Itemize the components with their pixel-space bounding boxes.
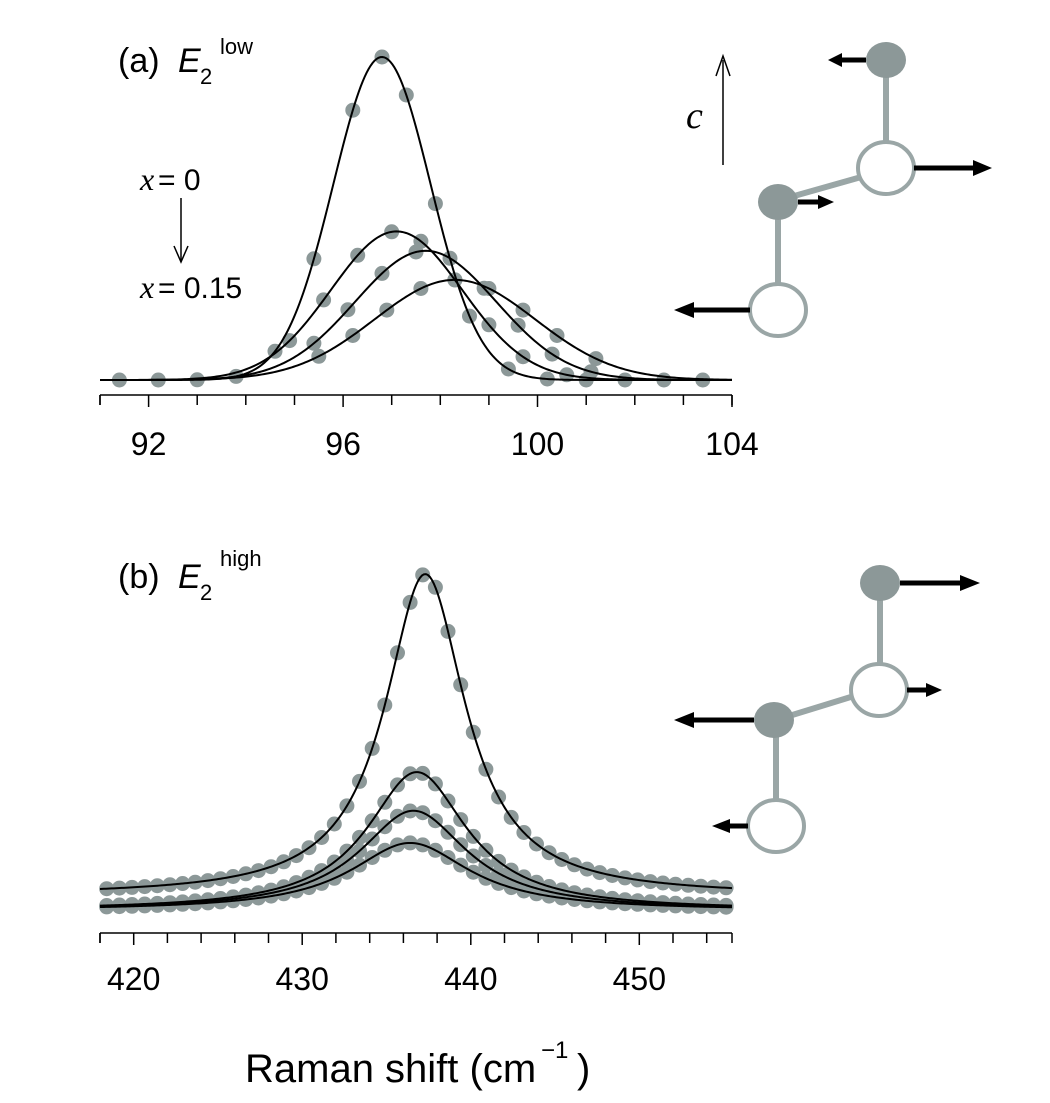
fit-curve-series-1 bbox=[100, 56, 732, 381]
panel-a-data-points bbox=[111, 49, 711, 388]
panel-b-x-axis: 420 430 440 450 bbox=[99, 932, 733, 997]
c-axis-arrowhead bbox=[715, 53, 731, 77]
x-tick-label: 420 bbox=[107, 961, 160, 997]
fit-curve-series-2 bbox=[100, 230, 732, 381]
x-tick-label: 430 bbox=[276, 961, 329, 997]
x-axis-title-close: ) bbox=[577, 1047, 590, 1091]
x-tick-label: 96 bbox=[325, 426, 361, 462]
panel-b-subscript: 2 bbox=[200, 580, 212, 605]
x-tick-label: 450 bbox=[613, 961, 666, 997]
fit-curve-series-1 bbox=[99, 573, 733, 890]
filled-atom bbox=[754, 702, 794, 738]
panel-a-annotation: x = 0 x = 0.15 bbox=[139, 161, 242, 305]
open-atom bbox=[746, 798, 806, 854]
panel-a-chart: (a) E 2 low x = 0 x = 0.15 92 96 100 104 bbox=[99, 34, 759, 462]
panel-a-fit-curves bbox=[100, 56, 733, 381]
filled-atom bbox=[866, 42, 906, 78]
panel-b-title: (b) E 2 high bbox=[118, 546, 262, 605]
panel-a-subscript: 2 bbox=[200, 64, 212, 89]
x-axis-title-main: Raman shift (cm bbox=[245, 1047, 536, 1091]
x-axis-title-exponent: −1 bbox=[541, 1037, 568, 1064]
panel-a-x-axis: 92 96 100 104 bbox=[99, 394, 759, 462]
panel-a-label: (a) bbox=[118, 42, 160, 80]
fit-curve-series-2 bbox=[99, 771, 733, 907]
annotation-top-var: x bbox=[139, 161, 154, 197]
displacement-arrowhead bbox=[828, 53, 842, 67]
displacement-arrowhead bbox=[674, 712, 694, 728]
panel-b-label: (b) bbox=[118, 558, 160, 596]
x-axis-title: Raman shift (cm −1 ) bbox=[245, 1037, 590, 1091]
panel-a-title: (a) E 2 low bbox=[118, 34, 253, 89]
fit-curve-series-3 bbox=[100, 249, 732, 381]
filled-atom bbox=[860, 565, 900, 601]
open-atom bbox=[849, 662, 909, 718]
fit-curve-series-3 bbox=[99, 809, 733, 908]
panel-b-symbol: E bbox=[178, 558, 201, 596]
fit-curve-series-4 bbox=[99, 841, 733, 909]
e2-high-vibration-diagram bbox=[674, 565, 980, 854]
displacement-arrowhead bbox=[712, 819, 730, 833]
annotation-bottom-text: = 0.15 bbox=[158, 272, 242, 305]
displacement-arrowhead bbox=[973, 160, 992, 176]
panel-b-chart: (b) E 2 high 420 430 440 450 bbox=[99, 546, 734, 997]
displacement-arrowhead bbox=[818, 195, 834, 209]
x-tick-label: 100 bbox=[511, 426, 564, 462]
open-atom bbox=[856, 140, 916, 196]
panel-b-fit-curves bbox=[99, 573, 733, 909]
c-axis-label: c bbox=[686, 95, 703, 137]
displacement-arrowhead bbox=[674, 302, 694, 318]
annotation-top-text: = 0 bbox=[158, 164, 201, 197]
x-tick-label: 104 bbox=[705, 426, 758, 462]
x-tick-label: 440 bbox=[444, 961, 497, 997]
displacement-arrowhead bbox=[926, 683, 942, 697]
annotation-bottom-var: x bbox=[139, 269, 154, 305]
filled-atom bbox=[758, 184, 798, 220]
panel-a-superscript: low bbox=[220, 34, 253, 59]
panel-b-superscript: high bbox=[220, 546, 262, 571]
x-tick-label: 92 bbox=[131, 426, 167, 462]
open-atom bbox=[748, 282, 808, 338]
panel-b-data-points bbox=[99, 567, 734, 915]
annotation-arrow-head bbox=[173, 245, 189, 264]
fit-curve-series-4 bbox=[100, 278, 733, 381]
e2-low-vibration-diagram: c bbox=[674, 42, 992, 338]
displacement-arrowhead bbox=[960, 575, 980, 591]
panel-a-symbol: E bbox=[178, 42, 201, 80]
